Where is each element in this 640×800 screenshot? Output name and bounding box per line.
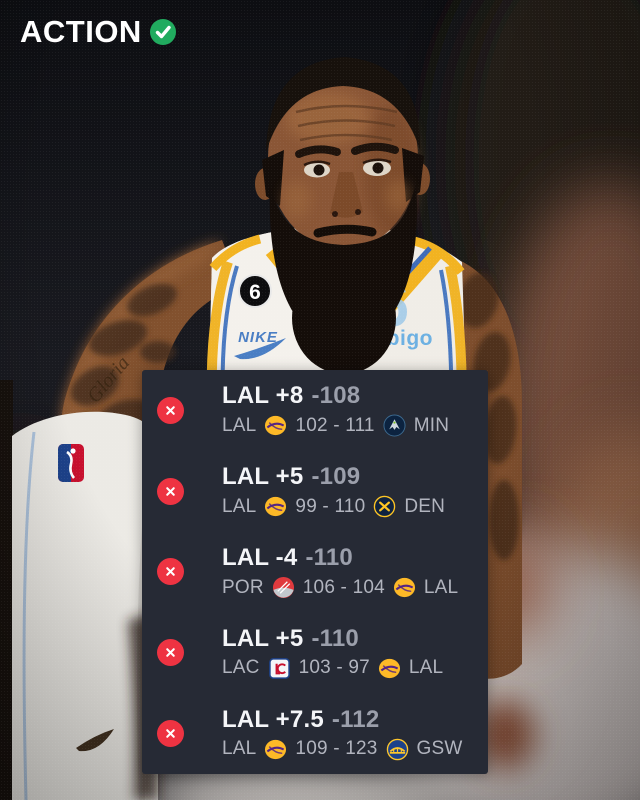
- home-team-code: MIN: [413, 414, 450, 436]
- bet-slip-card: LAL +8 -108 LAL 102 - 111 MIN: [142, 370, 488, 774]
- shorts-swoosh-icon: [76, 729, 114, 752]
- away-team-code: LAL: [222, 414, 257, 436]
- lakers-logo-icon: [378, 658, 400, 678]
- game-score: 106 - 104: [302, 576, 385, 598]
- brow-wrinkles: [295, 104, 398, 142]
- game-score: 103 - 97: [298, 657, 370, 679]
- game-result: LAC 103 - 97 LAL: [222, 657, 443, 680]
- lakers-logo-icon: [265, 739, 287, 759]
- bet-odds: -110: [311, 624, 359, 652]
- bet-spread: LAL -4: [222, 543, 298, 571]
- trailblazers-logo-icon: [272, 577, 294, 599]
- loss-x-icon[interactable]: [157, 477, 184, 505]
- game-result: POR 106 - 104 LAL: [222, 576, 458, 599]
- eyebrow: [295, 145, 341, 158]
- home-team-code: GSW: [416, 738, 463, 760]
- jersey-number-patch: 6: [238, 274, 272, 308]
- eyes: [303, 158, 392, 178]
- bet-line: LAL +7.5 -112: [222, 705, 463, 733]
- bet-spread: LAL +8: [222, 382, 304, 410]
- timberwolves-logo-icon: [383, 414, 406, 438]
- nike-wordmark: NIKE: [238, 329, 278, 346]
- game-result: LAL 99 - 110 DEN: [222, 495, 445, 518]
- nba-logo-icon: [58, 444, 84, 482]
- nuggets-logo-icon: [374, 496, 396, 518]
- bet-row: LAL +5 -109 LAL 99 - 110 DEN: [142, 451, 488, 532]
- loss-x-icon[interactable]: [157, 639, 184, 667]
- bet-odds: -109: [311, 463, 361, 491]
- bet-line: LAL +5 -109: [222, 464, 445, 489]
- lakers-logo-icon: [265, 497, 287, 517]
- bet-spread: LAL +5: [222, 463, 304, 491]
- mustache: [313, 224, 377, 238]
- bet-row: LAL +5 -110 LAC 103 - 97 LAL: [142, 612, 488, 693]
- bet-row: LAL +7.5 -112 LAL 109 - 123: [142, 693, 488, 774]
- player-shorts: [0, 380, 158, 800]
- away-team-code: LAC: [222, 657, 260, 679]
- game-score: 109 - 123: [295, 738, 378, 760]
- beard: [269, 184, 417, 381]
- loss-x-icon[interactable]: [157, 396, 184, 424]
- bet-odds: -112: [331, 705, 380, 733]
- bet-odds: -110: [305, 543, 353, 571]
- clippers-logo-icon: [268, 658, 290, 679]
- eyebrow: [351, 142, 399, 155]
- game-result: LAL 102 - 111 MIN: [222, 414, 450, 438]
- game-result: LAL 109 - 123 GSW: [222, 738, 463, 761]
- away-team-code: LAL: [222, 738, 257, 760]
- home-team-code: DEN: [404, 495, 446, 517]
- bet-line: LAL +8 -108: [222, 383, 449, 408]
- lakers-logo-icon: [393, 577, 415, 598]
- home-team-code: LAL: [408, 657, 444, 679]
- home-team-code: LAL: [423, 576, 459, 598]
- nike-logo: NIKE: [234, 329, 286, 360]
- brand-wordmark: ACTION: [20, 14, 142, 49]
- bet-spread: LAL +5: [222, 624, 304, 652]
- bet-line: LAL -4 -110: [222, 545, 458, 570]
- jersey-number: 6: [249, 281, 261, 304]
- away-team-code: POR: [222, 576, 264, 598]
- nose: [330, 172, 363, 218]
- lakers-logo-icon: [265, 416, 287, 436]
- loss-x-icon[interactable]: [157, 720, 184, 748]
- player-head: [255, 57, 430, 260]
- brand-logo: ACTION: [20, 16, 177, 47]
- bet-line: LAL +5 -110: [222, 626, 443, 651]
- game-score: 99 - 110: [295, 495, 366, 517]
- verified-check-icon: [149, 18, 176, 45]
- warriors-logo-icon: [386, 738, 408, 760]
- bet-spread: LAL +7.5: [222, 705, 324, 733]
- hair: [266, 57, 421, 152]
- game-score: 102 - 111: [295, 414, 375, 436]
- away-team-code: LAL: [222, 495, 257, 517]
- bet-row: LAL -4 -110 POR 106 - 104 LAL: [142, 532, 488, 613]
- bet-odds: -108: [311, 382, 361, 410]
- nike-swoosh-icon: [234, 338, 286, 360]
- bet-row: LAL +8 -108 LAL 102 - 111 MIN: [142, 370, 488, 451]
- loss-x-icon[interactable]: [157, 558, 184, 586]
